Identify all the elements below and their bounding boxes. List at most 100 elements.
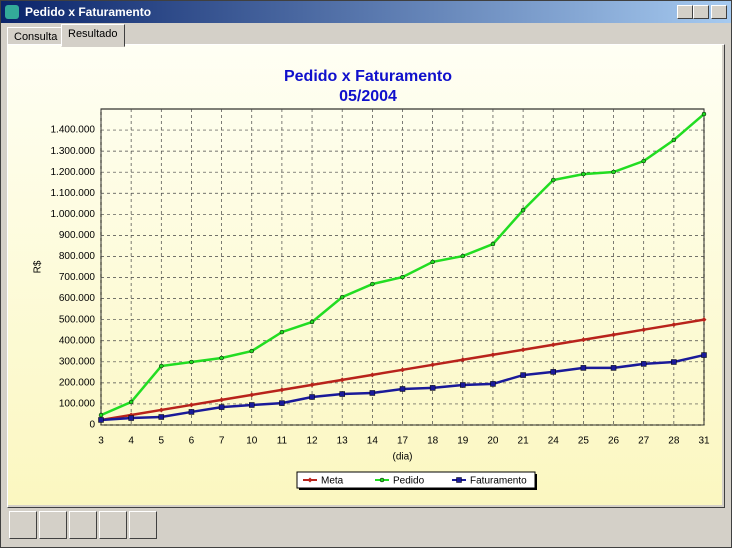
y-tick-label: 500.000 xyxy=(59,314,96,325)
y-tick-label: 600.000 xyxy=(59,293,96,304)
y-tick-label: 1.300.000 xyxy=(51,146,96,157)
x-axis-label: (dia) xyxy=(392,452,412,463)
app-icon xyxy=(5,5,19,19)
data-point xyxy=(671,137,677,143)
data-point xyxy=(249,402,255,408)
chart-background xyxy=(8,45,722,505)
data-point xyxy=(520,207,526,213)
data-point xyxy=(490,241,496,247)
data-point xyxy=(309,394,315,400)
data-point xyxy=(189,359,194,365)
chart: Pedido x Faturamento 05/2004 0 100.000 200… xyxy=(8,45,722,505)
x-tick-label: 28 xyxy=(668,436,680,447)
y-tick-label: 700.000 xyxy=(59,272,96,283)
x-tick-label: 7 xyxy=(219,436,225,447)
data-point xyxy=(339,294,345,300)
data-point xyxy=(430,259,435,265)
data-point xyxy=(520,347,526,353)
legend-marker xyxy=(456,477,462,483)
data-point xyxy=(158,407,164,413)
x-tick-label: 14 xyxy=(367,436,379,447)
x-tick-label: 12 xyxy=(306,436,318,447)
data-point xyxy=(430,362,436,368)
data-point xyxy=(219,397,225,403)
minimize-button[interactable] xyxy=(677,5,693,19)
y-tick-label: 900.000 xyxy=(59,230,96,241)
data-point xyxy=(580,337,586,343)
x-tick-label: 31 xyxy=(698,436,710,447)
data-point xyxy=(339,377,345,383)
data-point xyxy=(309,382,315,388)
data-point xyxy=(701,111,707,117)
x-tick-label: 5 xyxy=(159,436,165,447)
chart-subtitle: 05/2004 xyxy=(339,88,397,105)
data-point xyxy=(309,319,315,325)
y-tick-label: 1.400.000 xyxy=(51,125,96,136)
legend xyxy=(296,471,536,489)
window-title: Pedido x Faturamento xyxy=(25,5,152,19)
maximize-button[interactable] xyxy=(693,5,709,19)
x-tick-label: 17 xyxy=(397,436,409,447)
y-tick-label: 800.000 xyxy=(59,251,96,262)
data-point xyxy=(159,363,164,369)
data-point xyxy=(370,281,375,287)
chart-button[interactable] xyxy=(69,511,97,539)
x-tick-label: 11 xyxy=(277,436,288,447)
toolbar xyxy=(5,508,725,542)
data-point xyxy=(218,404,225,410)
y-tick-label: 100.000 xyxy=(59,399,96,410)
data-point xyxy=(641,327,647,333)
data-point xyxy=(219,355,224,361)
data-point xyxy=(611,169,616,175)
legend-marker xyxy=(307,477,313,483)
x-tick-label: 10 xyxy=(246,436,258,447)
data-point xyxy=(671,322,677,328)
save-button[interactable] xyxy=(99,511,127,539)
exit-button[interactable] xyxy=(129,511,157,539)
data-point xyxy=(369,390,376,396)
tab-active[interactable]: Resultado xyxy=(61,24,125,47)
data-point xyxy=(188,402,194,408)
data-point xyxy=(460,253,466,259)
x-tick-label: 3 xyxy=(98,436,104,447)
data-point xyxy=(339,391,345,397)
x-tick-label: 18 xyxy=(427,436,439,447)
data-point xyxy=(640,361,647,367)
data-point xyxy=(610,365,617,371)
x-tick-label: 21 xyxy=(518,436,530,447)
chart-panel: Pedido x Faturamento 05/2004 0 100.000 200… xyxy=(7,44,725,508)
data-point xyxy=(460,382,466,388)
y-tick-label: 1.100.000 xyxy=(51,188,96,199)
data-point xyxy=(279,329,285,335)
data-point xyxy=(249,348,254,354)
x-tick-label: 24 xyxy=(548,436,560,447)
close-button[interactable] xyxy=(711,5,727,19)
data-point xyxy=(279,387,285,393)
data-point xyxy=(98,412,104,418)
data-point xyxy=(641,158,646,164)
data-point xyxy=(249,392,255,398)
data-point xyxy=(581,171,586,177)
data-point xyxy=(279,400,285,406)
data-point xyxy=(128,399,134,405)
data-point xyxy=(550,369,556,375)
y-tick-label: 1.200.000 xyxy=(51,167,96,178)
new-button[interactable] xyxy=(9,511,37,539)
data-point xyxy=(520,372,526,378)
x-tick-label: 26 xyxy=(608,436,620,447)
data-point xyxy=(128,415,134,421)
data-point xyxy=(158,414,165,420)
data-point xyxy=(671,359,677,365)
y-tick-label: 0 xyxy=(89,420,95,431)
data-point xyxy=(701,317,707,323)
x-tick-label: 4 xyxy=(128,436,134,447)
data-point xyxy=(701,352,707,358)
print-button[interactable] xyxy=(39,511,67,539)
y-tick-label: 300.000 xyxy=(59,356,96,367)
x-tick-label: 13 xyxy=(337,436,349,447)
legend-label: Meta xyxy=(321,476,344,487)
x-tick-label: 20 xyxy=(487,436,499,447)
y-axis-label: R$ xyxy=(33,260,44,273)
x-tick-label: 25 xyxy=(578,436,590,447)
